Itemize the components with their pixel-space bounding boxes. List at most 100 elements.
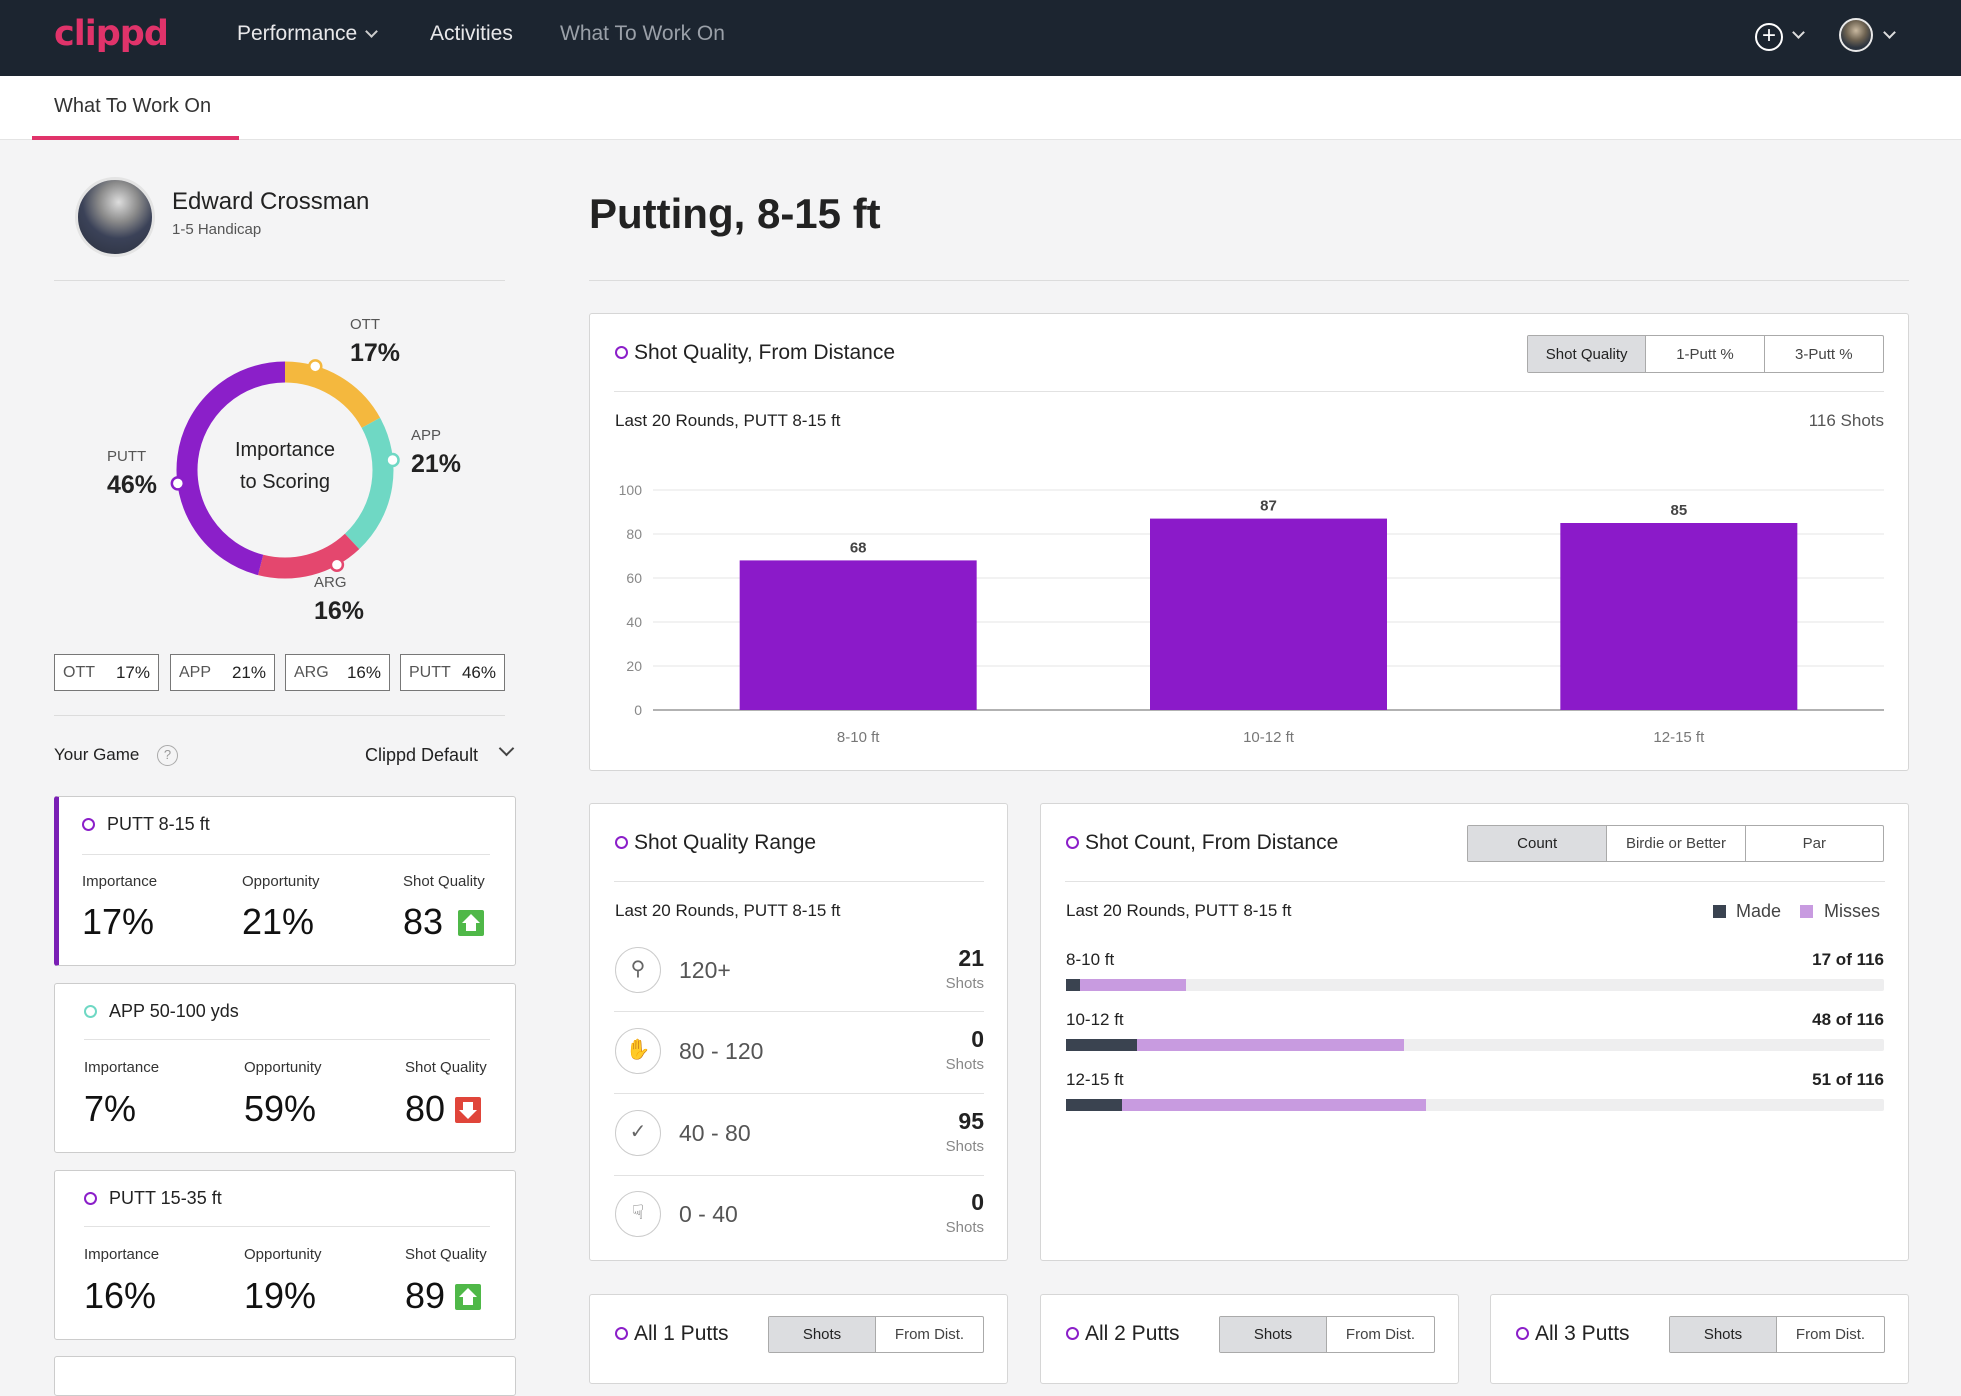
- y-tick-label: 20: [626, 658, 642, 674]
- tab-3-putt[interactable]: 3-Putt %: [1795, 345, 1853, 363]
- nav-activities[interactable]: Activities: [430, 22, 513, 45]
- legend-misses-swatch: [1800, 905, 1813, 918]
- panel-title: Shot Quality Range: [634, 831, 817, 854]
- bar-value-label: 85: [1670, 502, 1687, 519]
- chevron-down-icon[interactable]: [1883, 26, 1896, 39]
- shot-quality-bar-chart: 0 20 40 60 80 100 68 8-10 ft 87 10-12 ft 85 12-15 f…: [619, 482, 1884, 746]
- nav-performance[interactable]: Performance: [237, 22, 379, 46]
- ring-icon: [84, 1005, 97, 1018]
- shot-quality-value: 83: [403, 901, 444, 942]
- divider: [84, 1226, 490, 1227]
- tab-shots[interactable]: Shots: [1670, 1317, 1777, 1352]
- divider: [82, 854, 490, 855]
- focus-card-putt-8-15[interactable]: PUTT 8-15 ft Importance 17% Opportunity …: [54, 796, 516, 966]
- arrow-up-icon: [458, 910, 484, 936]
- shot-quality-label: Shot Quality: [405, 1059, 487, 1076]
- donut-putt-label: PUTT: [107, 448, 147, 465]
- page-title: Putting, 8-15 ft: [589, 190, 881, 237]
- importance-donut-chart: Importance to Scoring: [170, 359, 400, 579]
- misses-bar[interactable]: [1080, 979, 1186, 991]
- bar-10-12 ft[interactable]: [1150, 518, 1387, 710]
- donut-ott-value: 17%: [350, 339, 401, 367]
- opportunity-label: Opportunity: [244, 1246, 322, 1263]
- tab-birdie-or-better[interactable]: Birdie or Better: [1607, 826, 1746, 861]
- panel-title: Shot Count, From Distance: [1085, 831, 1339, 854]
- tab-from-dist[interactable]: From Dist.: [894, 1326, 965, 1343]
- all-3-putts-panel: All 3 Putts Shots From Dist.: [1490, 1294, 1909, 1384]
- ring-icon: [1066, 1327, 1079, 1340]
- all-1-putts-panel: All 1 Putts Shots From Dist.: [589, 1294, 1008, 1384]
- tab-from-dist[interactable]: From Dist.: [1345, 1326, 1416, 1343]
- misses-bar[interactable]: [1136, 1039, 1405, 1051]
- tab-par[interactable]: Par: [1802, 835, 1826, 852]
- chevron-down-icon[interactable]: [498, 740, 515, 757]
- chevron-down-icon[interactable]: [1792, 26, 1805, 39]
- divider: [54, 280, 505, 281]
- focus-card-putt-15-35[interactable]: PUTT 15-35 ft Importance 16% Opportunity…: [54, 1170, 516, 1340]
- chip-value: 16%: [346, 662, 381, 682]
- chip-key: ARG: [294, 663, 329, 681]
- donut-app-value: 21%: [411, 450, 462, 478]
- tab-shot-quality[interactable]: Shot Quality: [1528, 336, 1647, 372]
- profile-name: Edward Crossman: [172, 188, 370, 215]
- importance-value: 7%: [84, 1088, 137, 1129]
- range-value: 0: [971, 1026, 984, 1052]
- range-unit: Shots: [945, 1138, 984, 1155]
- importance-label: Importance: [84, 1246, 160, 1263]
- shot-quality-value: 89: [405, 1275, 446, 1316]
- tab-count[interactable]: Count: [1468, 826, 1608, 861]
- user-avatar[interactable]: [1839, 18, 1873, 52]
- tab-shots[interactable]: Shots: [1220, 1317, 1327, 1352]
- range-label: 120+: [679, 957, 731, 983]
- thumbs-down-icon: ☟: [615, 1191, 661, 1237]
- clippd-logo[interactable]: clippd: [54, 14, 169, 54]
- your-game-label: Your Game: [54, 745, 140, 764]
- misses-bar[interactable]: [1122, 1099, 1426, 1111]
- donut-marker-putt: [170, 476, 186, 491]
- chip-key: APP: [179, 663, 212, 681]
- importance-value: 17%: [82, 901, 155, 942]
- chip-arg: ARG 16%: [285, 654, 390, 691]
- made-bar[interactable]: [1066, 1099, 1123, 1111]
- add-icon[interactable]: +: [1755, 23, 1783, 51]
- bar-8-10 ft[interactable]: [739, 560, 977, 710]
- help-icon[interactable]: ?: [157, 745, 178, 766]
- donut-segment-putt[interactable]: [176, 361, 286, 576]
- top-navbar: clippd Performance Activities What To Wo…: [0, 0, 1961, 76]
- divider: [614, 391, 1884, 392]
- bar-value-label: 68: [850, 539, 867, 556]
- opportunity-value: 19%: [244, 1275, 317, 1316]
- count-value: 17 of 116: [1812, 950, 1884, 969]
- focus-card-app-50-100[interactable]: APP 50-100 yds Importance 7% Opportunity…: [54, 983, 516, 1153]
- tab-from-dist[interactable]: From Dist.: [1795, 1326, 1866, 1343]
- divider: [614, 881, 984, 882]
- tab-what-to-work-on[interactable]: What To Work On: [32, 76, 239, 140]
- x-tick-label: 12-15 ft: [1653, 729, 1705, 746]
- tab-1-putt[interactable]: 1-Putt %: [1646, 336, 1765, 372]
- made-bar[interactable]: [1066, 979, 1081, 991]
- donut-arg-value: 16%: [314, 597, 365, 625]
- distance-label: 10-12 ft: [1066, 1010, 1124, 1029]
- count-bar-track: [1066, 979, 1884, 991]
- tab-shots[interactable]: Shots: [769, 1317, 876, 1352]
- legend-misses-label: Misses: [1824, 901, 1881, 921]
- opportunity-value: 59%: [244, 1088, 317, 1129]
- focus-card-next[interactable]: [54, 1356, 516, 1396]
- donut-segment-ott[interactable]: [284, 361, 381, 429]
- donut-ott-label: OTT: [350, 316, 380, 333]
- donut-segment-arg[interactable]: [258, 533, 360, 579]
- y-tick-label: 60: [626, 570, 642, 586]
- donut-segment-app[interactable]: [344, 417, 394, 550]
- bar-12-15 ft[interactable]: [1560, 523, 1798, 710]
- chevron-down-icon: [365, 25, 379, 38]
- nav-what-to-work-on[interactable]: What To Work On: [560, 22, 725, 45]
- medal-icon: ⚲: [615, 947, 661, 993]
- opportunity-label: Opportunity: [244, 1059, 322, 1076]
- panel-subtitle: Last 20 Rounds, PUTT 8-15 ft: [1066, 901, 1292, 920]
- made-bar[interactable]: [1066, 1039, 1137, 1051]
- ring-icon: [1516, 1327, 1529, 1340]
- ring-icon: [82, 818, 95, 831]
- game-profile-select[interactable]: Clippd Default: [365, 745, 479, 765]
- donut-marker-ott: [308, 359, 323, 374]
- chip-ott: OTT 17%: [54, 654, 159, 691]
